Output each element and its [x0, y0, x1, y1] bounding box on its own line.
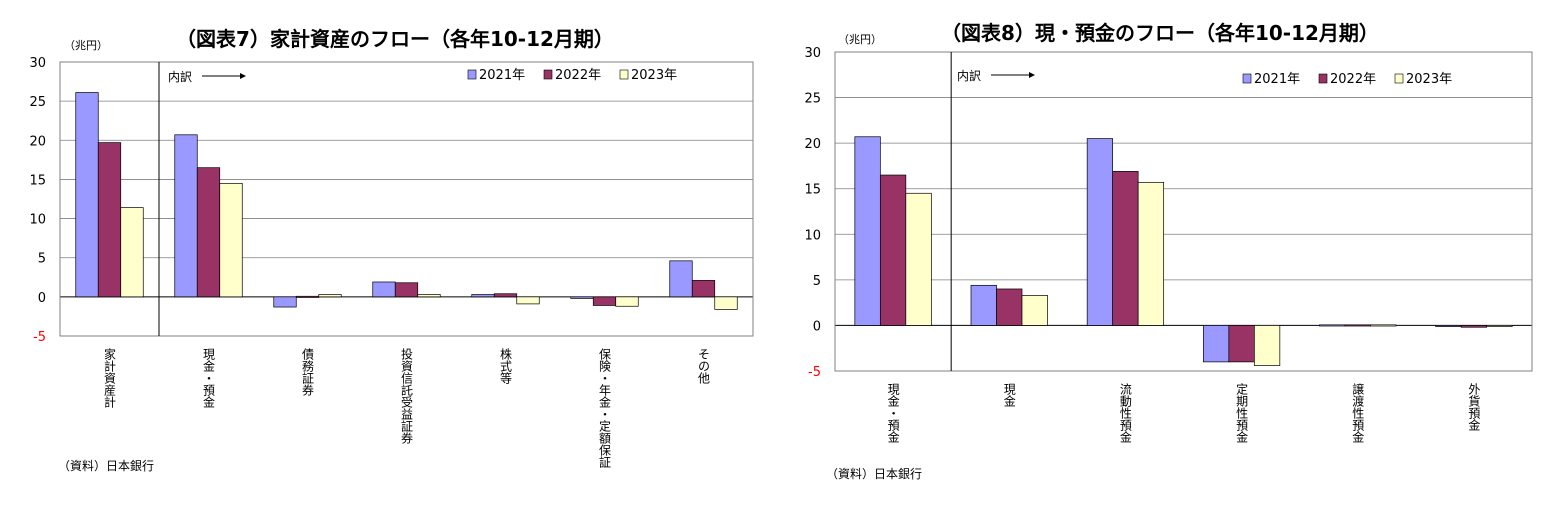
- y-tick-label: 15: [29, 173, 46, 188]
- legend-label: 2022年: [1330, 72, 1376, 87]
- category-label: 流動性預金: [1118, 383, 1132, 443]
- y-tick-label: 15: [804, 183, 821, 198]
- category-label: 保険・年金・定額保証: [598, 348, 612, 468]
- y-tick-label: 5: [38, 252, 46, 267]
- bar: [996, 288, 1023, 326]
- y-tick-label: -5: [808, 365, 821, 380]
- y-unit-label: （兆円）: [64, 39, 108, 52]
- category-label: 外貨預金: [1467, 383, 1481, 431]
- legend-swatch: [543, 69, 553, 80]
- y-tick-label: 10: [29, 213, 46, 228]
- bar: [295, 295, 320, 298]
- bar: [174, 134, 198, 298]
- bar: [1228, 325, 1255, 363]
- bar: [1086, 138, 1114, 326]
- legend-swatch: [619, 69, 629, 80]
- chart-2: （図表8）現・預金のフロー（各年10-12月期） （兆円） 30 25 20 15 10 5 0…: [804, 21, 1533, 481]
- bar: [493, 293, 518, 298]
- legend-swatch: [1394, 73, 1404, 84]
- bar: [75, 92, 99, 298]
- legend-label: 2022年: [555, 68, 601, 83]
- bar: [1202, 325, 1230, 363]
- bar: [714, 296, 738, 310]
- bar: [1460, 325, 1488, 328]
- y-tick-label: -5: [33, 330, 46, 345]
- bar: [879, 174, 907, 326]
- bar: [219, 182, 243, 298]
- y-tick-label: 30: [804, 46, 821, 61]
- legend-label: 2023年: [1406, 72, 1452, 87]
- bar: [97, 142, 122, 298]
- bar: [1319, 324, 1346, 327]
- bar: [417, 294, 441, 298]
- bar: [196, 167, 221, 298]
- category-label: 現金・預金: [886, 383, 900, 443]
- y-tick-label: 0: [38, 291, 46, 306]
- bar: [120, 207, 144, 298]
- source-note: （資料）日本銀行: [58, 459, 154, 473]
- y-tick-label: 25: [29, 95, 46, 110]
- breakdown-arrow-head: [240, 73, 246, 79]
- source-note: （資料）日本銀行: [826, 467, 922, 481]
- bar: [1486, 325, 1513, 327]
- bar: [615, 296, 639, 307]
- bar: [273, 296, 297, 308]
- y-tick-label: 25: [804, 92, 821, 107]
- y-tick-label: 10: [804, 228, 821, 243]
- category-label: 譲渡性預金: [1351, 382, 1365, 443]
- legend-label: 2023年: [631, 68, 677, 83]
- breakdown-arrow-head: [1029, 72, 1035, 78]
- legend: 2021年 2022年 2023年: [1242, 72, 1452, 87]
- bar: [394, 282, 419, 298]
- plot-frame: [834, 51, 1533, 372]
- legend-label: 2021年: [1254, 72, 1300, 87]
- bar: [318, 294, 342, 298]
- bar: [516, 296, 540, 305]
- category-label: 投資信託受益証券: [400, 347, 414, 444]
- y-unit-label: （兆円）: [838, 33, 882, 46]
- bar: [1344, 324, 1371, 327]
- bar: [669, 260, 693, 298]
- bar: [570, 296, 594, 299]
- bar: [471, 294, 495, 298]
- bar: [592, 296, 617, 306]
- category-label: 現金: [1002, 383, 1016, 407]
- legend-swatch: [1242, 73, 1252, 84]
- bar: [854, 136, 881, 326]
- legend-label: 2021年: [479, 68, 525, 83]
- chart-1: （図表7）家計資産のフロー（各年10-12月期） （兆円） 30 25 20 15 10 5 0…: [29, 27, 754, 473]
- category-label: その他: [697, 348, 711, 384]
- bar: [691, 280, 716, 298]
- bar: [1021, 295, 1048, 326]
- legend: 2021年 2022年 2023年: [467, 68, 677, 83]
- category-label: 家計資産計: [103, 347, 117, 408]
- breakdown-label: 内訳: [957, 68, 981, 83]
- breakdown-label: 内訳: [168, 69, 192, 84]
- plot-frame: [59, 61, 754, 337]
- bar: [1137, 181, 1165, 326]
- y-tick-label: 30: [29, 56, 46, 71]
- y-tick-label: 20: [804, 137, 821, 152]
- y-tick-label: 5: [813, 274, 821, 289]
- category-label: 現金・預金: [202, 348, 216, 408]
- bar: [1253, 325, 1281, 366]
- category-label: 定期性預金: [1235, 382, 1249, 443]
- bar: [905, 192, 932, 326]
- y-tick-label: 0: [813, 319, 821, 334]
- bar: [1370, 324, 1397, 327]
- category-label: 株式等: [499, 347, 513, 384]
- category-label: 債務証券: [301, 347, 315, 396]
- bar: [1435, 325, 1462, 327]
- legend-swatch: [1318, 73, 1328, 84]
- bar: [1112, 171, 1139, 326]
- y-tick-label: 20: [29, 134, 46, 149]
- bar: [970, 284, 997, 326]
- legend-swatch: [467, 69, 477, 80]
- bar: [372, 281, 396, 298]
- chart-title: （図表8）現・預金のフロー（各年10-12月期）: [941, 21, 1379, 45]
- chart-title: （図表7）家計資産のフロー（各年10-12月期）: [176, 27, 614, 51]
